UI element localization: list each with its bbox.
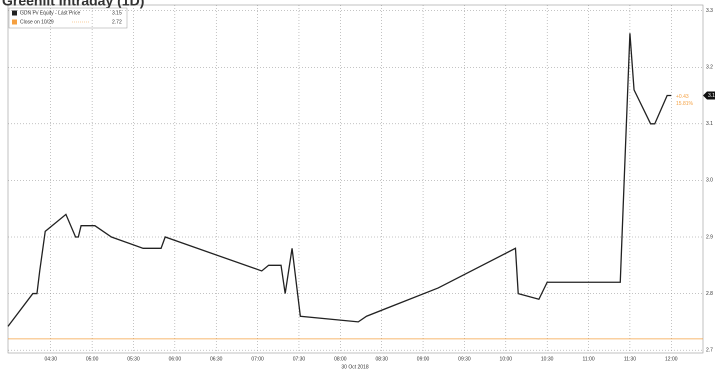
y-tick-label: 2.9 xyxy=(706,234,713,240)
chart-title: Greenlit Intraday (1D) xyxy=(2,0,144,9)
x-tick-label: 12:00 xyxy=(665,356,678,362)
x-tick-label: 09:30 xyxy=(458,356,471,362)
annotation: +0.43 xyxy=(676,94,689,100)
legend-swatch xyxy=(12,10,17,16)
x-tick-label: 05:30 xyxy=(127,356,140,362)
legend-box xyxy=(8,7,128,29)
x-tick-label: 06:30 xyxy=(210,356,223,362)
x-tick-label: 11:30 xyxy=(624,356,636,362)
x-tick-label: 10:30 xyxy=(541,356,554,362)
price-tag xyxy=(703,91,715,100)
plot-area xyxy=(7,4,704,354)
y-tick-label: 3.3 xyxy=(706,8,713,14)
x-caption: 30 Oct 2018 xyxy=(341,364,368,370)
x-tick-label: 11:00 xyxy=(582,356,594,362)
x-tick-label: 09:00 xyxy=(417,356,430,362)
price-tag-label: 3.15 xyxy=(708,93,715,99)
y-tick-label: 3.2 xyxy=(706,65,713,71)
x-tick-label: 08:00 xyxy=(334,356,347,362)
x-tick-label: 06:00 xyxy=(169,356,182,362)
price-line xyxy=(7,33,672,327)
x-tick-label: 07:30 xyxy=(293,356,306,362)
y-tick-label: 2.8 xyxy=(706,291,713,297)
y-tick-label: 2.7 xyxy=(706,347,713,353)
annotation: 15.81% xyxy=(676,101,694,107)
legend-value: 2.72 xyxy=(112,19,122,25)
x-tick-label: 10:00 xyxy=(500,356,513,362)
x-tick-label: 04:30 xyxy=(44,356,57,362)
legend-label: Close on 10/29 xyxy=(20,19,54,25)
x-tick-label: 05:00 xyxy=(86,356,99,362)
x-tick-label: 08:30 xyxy=(375,356,388,362)
legend-value: 3.15 xyxy=(112,10,122,16)
y-tick-label: 3.0 xyxy=(706,178,713,184)
legend-label: GDN Pv Equity - Last Price xyxy=(20,10,81,16)
x-tick-label: 07:00 xyxy=(251,356,264,362)
legend xyxy=(8,7,128,29)
y-tick-label: 3.1 xyxy=(706,121,713,127)
legend-swatch xyxy=(12,19,17,25)
